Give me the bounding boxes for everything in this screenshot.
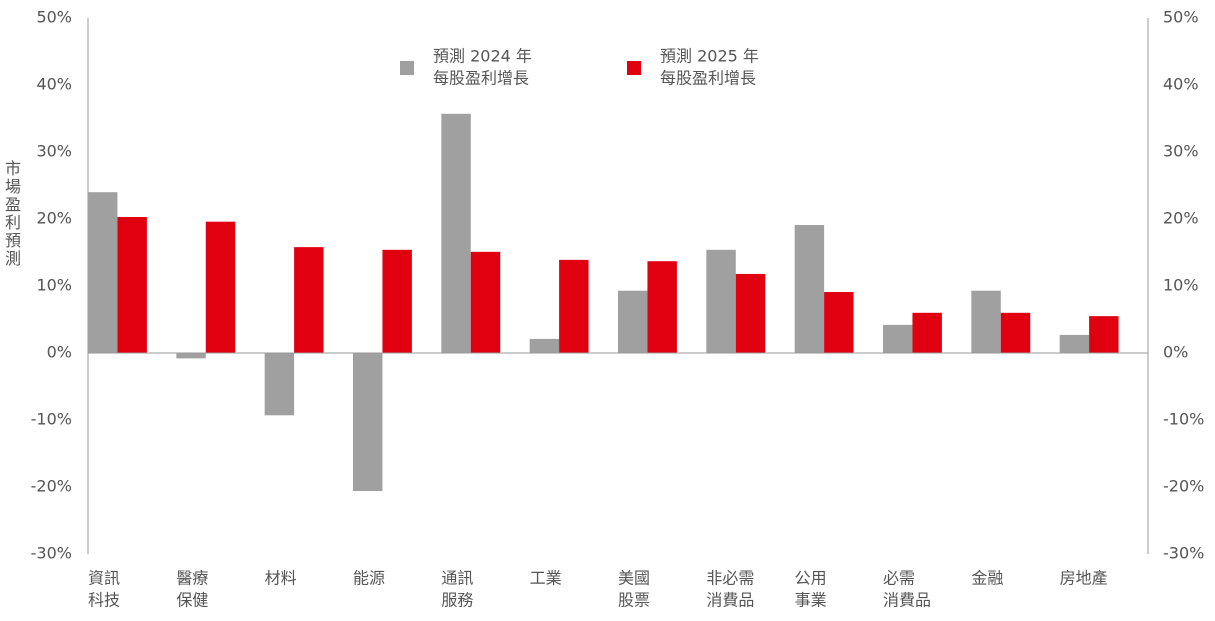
x-tick-label: 科技 <box>88 591 120 610</box>
y2-tick-label: 20% <box>1163 209 1199 228</box>
x-tick-label: 金融 <box>971 569 1003 588</box>
x-tick-label: 服務 <box>441 591 473 610</box>
x-tick-label: 消費品 <box>883 591 931 610</box>
bar <box>824 292 854 353</box>
x-tick-label: 股票 <box>618 591 650 610</box>
x-tick-label: 美國 <box>618 569 650 588</box>
bar <box>1000 312 1031 353</box>
bar <box>294 247 324 353</box>
y2-tick-label: -10% <box>1163 410 1204 429</box>
legend-label: 預測 2024 年 <box>433 47 532 66</box>
legend-swatch <box>400 61 414 75</box>
bar <box>883 324 913 353</box>
bar <box>735 273 766 353</box>
x-tick-label: 能源 <box>353 569 385 588</box>
y2-tick-label: 40% <box>1163 75 1199 94</box>
legend-swatch <box>627 61 641 75</box>
y-tick-label: 20% <box>36 209 72 228</box>
x-tick-label: 事業 <box>795 591 827 610</box>
y-axis-label: 市場盈利預測 <box>2 160 21 268</box>
bar <box>205 221 236 353</box>
bar <box>794 225 825 353</box>
bar <box>559 259 589 353</box>
bar <box>176 353 206 359</box>
bar <box>912 312 942 353</box>
x-tick-label: 保健 <box>176 591 208 610</box>
x-tick-label: 醫療 <box>176 569 208 588</box>
y-tick-label: 30% <box>36 142 72 161</box>
y-tick-label: 10% <box>36 276 72 295</box>
bar <box>647 261 677 353</box>
bar <box>441 113 471 353</box>
y2-tick-label: -20% <box>1163 477 1204 496</box>
bar <box>1089 316 1119 353</box>
bar <box>88 192 118 353</box>
y2-tick-label: 0% <box>1163 343 1188 362</box>
x-tick-label: 消費品 <box>706 591 754 610</box>
x-tick-label: 非必需 <box>706 569 754 588</box>
x-tick-label: 公用 <box>795 569 827 588</box>
legend-label: 每股盈利增長 <box>660 69 756 88</box>
y-tick-label: 40% <box>36 75 72 94</box>
x-tick-label: 材料 <box>265 569 297 588</box>
y2-tick-label: 30% <box>1163 142 1199 161</box>
x-tick-label: 通訊 <box>441 569 473 588</box>
y-tick-label: 50% <box>36 8 72 27</box>
x-tick-label: 房地產 <box>1060 569 1108 588</box>
y2-tick-label: 10% <box>1163 276 1199 295</box>
bar <box>264 353 295 416</box>
bar <box>382 249 412 353</box>
y2-tick-label: -30% <box>1163 544 1204 563</box>
y-tick-label: -20% <box>31 477 72 496</box>
bar <box>618 290 648 353</box>
x-tick-label: 必需 <box>883 569 915 588</box>
legend-label: 每股盈利增長 <box>433 69 529 88</box>
x-tick-label: 資訊 <box>88 569 120 588</box>
bar <box>470 251 501 353</box>
y-tick-label: 0% <box>47 343 72 362</box>
bar <box>971 290 1001 353</box>
x-tick-label: 工業 <box>530 569 562 588</box>
y2-tick-label: 50% <box>1163 8 1199 27</box>
y-tick-label: -30% <box>31 544 72 563</box>
bar <box>353 353 383 492</box>
bar <box>117 216 147 353</box>
bar <box>1059 334 1090 353</box>
bar <box>529 338 560 353</box>
y-tick-label: -10% <box>31 410 72 429</box>
legend-label: 預測 2025 年 <box>660 47 759 66</box>
bar <box>706 249 736 353</box>
